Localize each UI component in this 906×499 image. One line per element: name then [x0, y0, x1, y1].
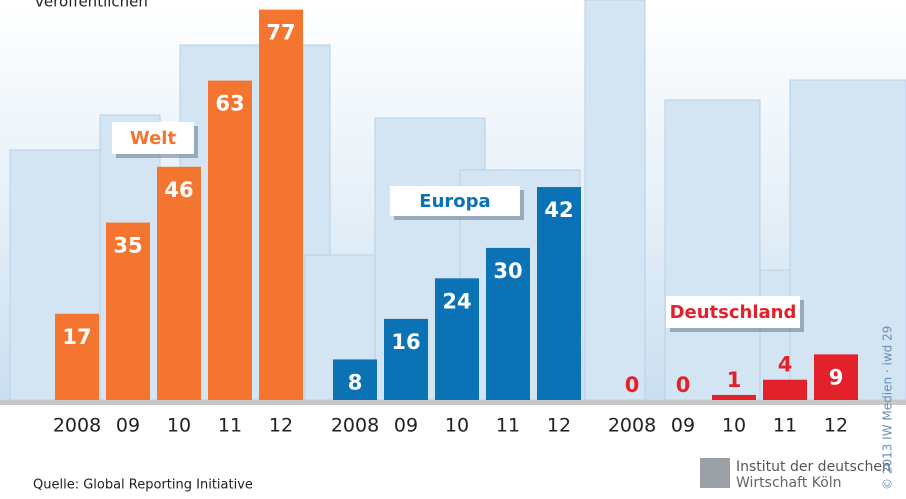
x-tick-label: 2008 — [331, 415, 379, 437]
data-label: 1 — [727, 368, 742, 392]
x-tick-label: 12 — [824, 415, 848, 437]
x-tick-label: 09 — [394, 415, 418, 437]
x-tick-label: 11 — [496, 415, 520, 437]
bar — [486, 247, 530, 400]
data-label: 77 — [266, 21, 295, 45]
logo-line1: Institut der deutschen — [736, 459, 891, 475]
data-label: 17 — [62, 325, 91, 349]
bar — [55, 313, 99, 400]
bar — [157, 166, 201, 400]
bar — [712, 394, 756, 400]
x-tick-label: 12 — [547, 415, 571, 437]
x-tick-label: 10 — [167, 415, 191, 437]
data-label: 42 — [544, 198, 573, 222]
x-tick-label: 11 — [218, 415, 242, 437]
x-tick-label: 12 — [269, 415, 293, 437]
group-label-box — [390, 186, 520, 216]
ground — [0, 400, 906, 405]
bar — [384, 318, 428, 400]
logo-icon — [700, 458, 730, 488]
data-label: 4 — [778, 353, 793, 377]
group-label: Welt — [130, 128, 177, 149]
bar — [208, 80, 252, 400]
bar — [814, 354, 858, 400]
x-tick-label: 10 — [445, 415, 469, 437]
group-label-box — [112, 122, 194, 154]
group-label: Europa — [419, 191, 490, 212]
source: Quelle: Global Reporting Initiative — [33, 478, 253, 493]
x-tick-label: 11 — [773, 415, 797, 437]
data-label: 46 — [164, 178, 193, 202]
data-label: 16 — [391, 330, 420, 354]
data-label: 35 — [113, 234, 142, 258]
data-label: 9 — [829, 365, 844, 389]
x-tick-label: 09 — [116, 415, 140, 437]
data-label: 24 — [442, 289, 471, 313]
logo-line2: Wirtschaft Köln — [736, 475, 842, 491]
group-label-box — [666, 296, 800, 328]
logo: Institut der deutschen Wirtschaft Köln — [700, 458, 891, 491]
data-label: 0 — [676, 373, 691, 397]
x-tick-label: 2008 — [53, 415, 101, 437]
copyright: © 2013 IW Medien · iwd 29 — [881, 326, 895, 490]
bar — [259, 9, 303, 401]
subtitle: veröffentlichen — [35, 0, 148, 11]
x-tick-label: 10 — [722, 415, 746, 437]
bar — [333, 359, 377, 400]
bar — [435, 278, 479, 400]
data-label: 8 — [348, 370, 363, 394]
bar — [537, 187, 581, 400]
data-label: 30 — [493, 259, 522, 283]
x-tick-label: 2008 — [608, 415, 656, 437]
data-label: 63 — [215, 92, 244, 116]
data-label: 0 — [625, 373, 640, 397]
group-label: Deutschland — [670, 302, 797, 323]
bar — [106, 222, 150, 400]
x-tick-label: 09 — [671, 415, 695, 437]
bar — [763, 379, 807, 400]
